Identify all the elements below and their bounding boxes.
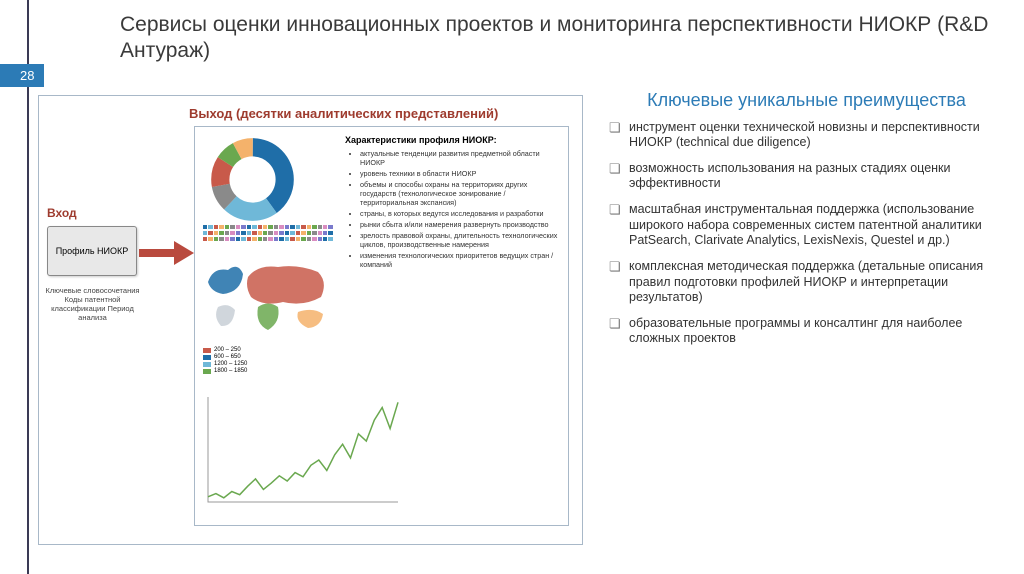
slide-title: Сервисы оценки инновационных проектов и … [120,12,994,65]
page-number-badge: 28 [0,64,44,87]
input-label: Вход [47,206,77,220]
output-label: Выход (десятки аналитических представлен… [189,106,498,121]
donut-chart [210,137,295,222]
characteristic-item: объемы и способы охраны на территориях д… [360,180,560,207]
characteristic-item: рынки сбыта и/или намерения развернуть п… [360,220,560,229]
input-description: Ключевые словосочетания Коды патентной к… [45,286,140,322]
advantage-item: образовательные программы и консалтинг д… [609,316,1004,347]
advantages-title: Ключевые уникальные преимущества [609,90,1004,112]
characteristics-list: актуальные тенденции развития предметной… [350,149,560,271]
characteristic-item: изменения технологических приоритетов ве… [360,251,560,269]
characteristic-item: уровень техники в области НИОКР [360,169,560,178]
input-box: Профиль НИОКР [47,226,137,276]
advantage-item: инструмент оценки технической новизны и … [609,120,1004,151]
world-map [203,252,333,342]
map-legend: 200 – 250600 – 6501200 – 12501800 – 1850 [203,347,268,375]
advantage-item: масштабная инструментальная поддержка (и… [609,202,1004,249]
trend-line-chart [203,392,403,507]
flow-arrow-icon [139,241,194,265]
advantage-item: возможность использования на разных стад… [609,161,1004,192]
output-inner-frame: Характеристики профиля НИОКР: актуальные… [194,126,569,526]
characteristics-heading: Характеристики профиля НИОКР: [345,135,497,145]
stacked-bar-stripes [203,225,333,245]
advantage-item: комплексная методическая поддержка (дета… [609,259,1004,306]
diagram-frame: Вход Профиль НИОКР Ключевые словосочетан… [38,95,583,545]
characteristic-item: актуальные тенденции развития предметной… [360,149,560,167]
advantages-panel: Ключевые уникальные преимущества инструм… [609,90,1004,357]
characteristic-item: зрелость правовой охраны, длительность т… [360,231,560,249]
characteristic-item: страны, в которых ведутся исследования и… [360,209,560,218]
advantages-list: инструмент оценки технической новизны и … [609,120,1004,348]
